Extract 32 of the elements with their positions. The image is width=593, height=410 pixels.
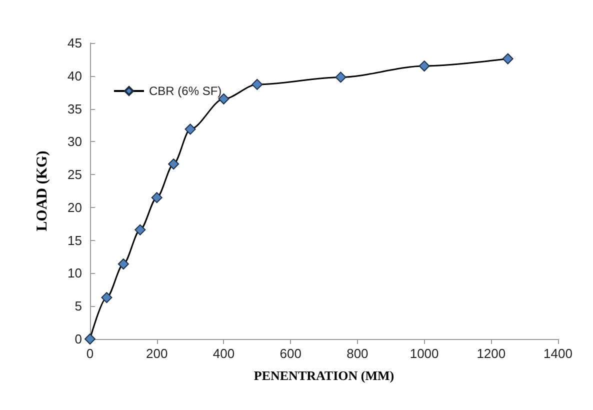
x-tick-label: 1200 [476,346,506,361]
point [84,334,96,344]
point [184,124,196,135]
x-tick-label: 200 [146,346,168,361]
y-tick-label: 45 [68,36,82,50]
x-tick-label: 1000 [410,346,439,361]
point [335,72,346,83]
y-tick-label: 15 [68,232,82,248]
x-tick-label: 400 [212,346,235,361]
point [252,78,263,90]
legend-label: CBR (6% SF) [149,84,222,98]
y-tick-label: 0 [74,332,82,346]
y-tick-label: 40 [68,68,82,84]
y-axis-title: LOAD (KG) [34,150,50,232]
point [418,60,430,72]
y-tick-label: 30 [68,134,82,150]
y-tick-label: 5 [74,298,82,314]
point [502,53,514,64]
x-tick-label: 600 [280,346,302,361]
point [168,158,180,170]
point [134,224,146,236]
x-axis-title: PENENTRATION (MM) [254,368,394,383]
point [118,258,129,270]
point [151,192,162,204]
y-tick-label: 20 [68,200,82,215]
point [101,292,112,304]
y-tick-label: 25 [68,167,82,182]
x-tick-label: 0 [86,346,94,361]
y-tick-label: 10 [68,266,82,281]
y-tick-label: 35 [68,101,82,116]
x-tick-label: 1400 [544,346,572,361]
x-tick-label: 800 [346,346,368,361]
